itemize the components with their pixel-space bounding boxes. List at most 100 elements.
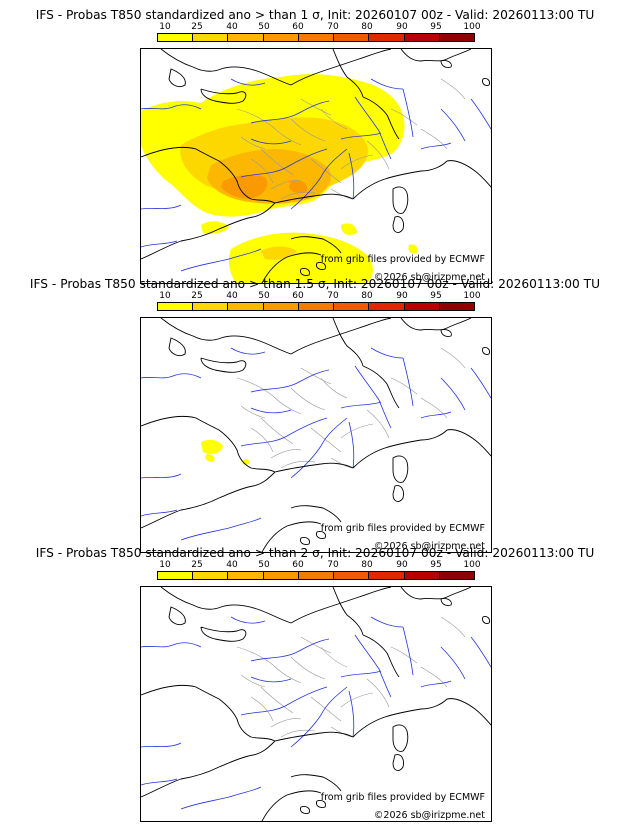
color-scale-label: 25 (191, 22, 203, 32)
map-svg (141, 318, 491, 552)
probability-region (201, 221, 229, 234)
admin-borders (236, 78, 466, 200)
rivers-segment (290, 417, 348, 479)
coastline-segment (160, 318, 292, 355)
coastline-segment (362, 634, 400, 678)
admin-borders-segment (340, 154, 374, 170)
color-scale-label: 80 (361, 291, 373, 301)
color-scale-label: 70 (327, 22, 339, 32)
coastline-segment (332, 318, 364, 367)
color-scale-swatch (334, 303, 370, 310)
admin-borders (236, 347, 466, 469)
rivers-segment (230, 347, 266, 355)
probability-region (221, 174, 268, 199)
panel-title: IFS - Probas T850 standardized ano > tha… (35, 8, 595, 22)
coastline-segment (482, 616, 490, 624)
coastline-segment (362, 365, 400, 409)
color-scale-swatch (404, 34, 440, 41)
admin-borders-segment (340, 423, 374, 439)
color-scale-swatch (404, 303, 440, 310)
map-svg (141, 587, 491, 821)
coastline-segment (274, 462, 354, 473)
rivers-segment (402, 357, 414, 407)
admin-borders-segment (310, 158, 342, 184)
rivers-segment (370, 616, 404, 628)
color-scale-swatch (228, 572, 264, 579)
color-scale-swatch (263, 34, 299, 41)
coastline-segment (141, 471, 276, 529)
rivers (141, 78, 491, 272)
admin-borders-segment (300, 636, 332, 654)
copyright-credit: ©2026 sb@irizpme.net (373, 810, 485, 821)
source-credit: from grib files provided by ECMWF (320, 254, 485, 265)
probability-field (201, 439, 250, 465)
coastline-segment (332, 587, 364, 636)
rivers-segment (470, 98, 491, 130)
color-scale-swatch (263, 572, 299, 579)
admin-borders-segment (310, 427, 342, 453)
rivers-segment (141, 742, 182, 748)
rivers-segment (370, 78, 404, 90)
color-scale-swatch (334, 34, 370, 41)
coastline-segment (362, 96, 400, 140)
color-scale-swatch (298, 572, 335, 579)
admin-borders-segment (280, 460, 316, 469)
color-scale-label: 25 (191, 291, 203, 301)
coastline-segment (482, 78, 490, 86)
admin-borders-segment (270, 718, 302, 728)
admin-borders-segment (250, 427, 274, 453)
rivers-segment (141, 104, 202, 110)
rivers-segment (250, 407, 292, 414)
admin-borders-segment (300, 367, 332, 385)
color-scale-swatch (158, 34, 194, 41)
coastline-segment (168, 606, 186, 626)
copyright-credit: ©2026 sb@irizpme.net (373, 272, 485, 283)
coastline (141, 49, 491, 283)
coastline-segment (141, 202, 276, 260)
coastline-segment (290, 318, 392, 355)
color-scale-labels: 10 25 40 50 60 70 80 90 95 100 (155, 560, 485, 572)
coastline-segment (274, 731, 354, 742)
color-scale-swatch (439, 572, 474, 579)
probability-region (201, 439, 223, 454)
rivers-segment (250, 638, 330, 662)
coastline-segment (440, 60, 452, 68)
color-scale-swatch (439, 34, 474, 41)
color-scale-label: 100 (463, 560, 481, 570)
admin-borders-segment (366, 140, 390, 170)
coastline-segment (261, 521, 322, 552)
color-scale-label: 100 (463, 291, 481, 301)
color-scale-label: 90 (396, 22, 408, 32)
admin-borders-segment (260, 686, 294, 714)
admin-borders-segment (290, 118, 326, 142)
coastline-segment (200, 626, 247, 642)
rivers-segment (440, 646, 466, 680)
rivers-segment (230, 616, 266, 624)
rivers-segment (240, 686, 328, 716)
color-scale-swatch (298, 303, 335, 310)
admin-borders-segment (440, 616, 466, 638)
coastline-segment (400, 49, 472, 62)
source-credit: from grib files provided by ECMWF (320, 792, 485, 803)
color-scale-label: 90 (396, 291, 408, 301)
color-scale-label: 70 (327, 291, 339, 301)
coastline-segment (400, 318, 472, 331)
rivers-segment (420, 142, 452, 150)
coastline-segment (392, 724, 409, 752)
admin-borders-segment (240, 136, 266, 150)
rivers-segment (141, 509, 178, 517)
rivers-segment (402, 88, 414, 138)
color-scale-swatch (193, 303, 229, 310)
admin-borders-segment (250, 158, 274, 184)
rivers-segment (348, 152, 355, 200)
coastline-segment (290, 49, 392, 86)
color-scale-swatch (404, 572, 440, 579)
admin-borders-segment (310, 696, 342, 722)
rivers-segment (402, 626, 414, 676)
rivers-segment (340, 132, 382, 140)
rivers-segment (141, 642, 202, 648)
color-scale-label: 40 (226, 291, 238, 301)
map-svg (141, 49, 491, 283)
rivers-segment (141, 240, 178, 248)
color-scale-label: 95 (430, 560, 442, 570)
